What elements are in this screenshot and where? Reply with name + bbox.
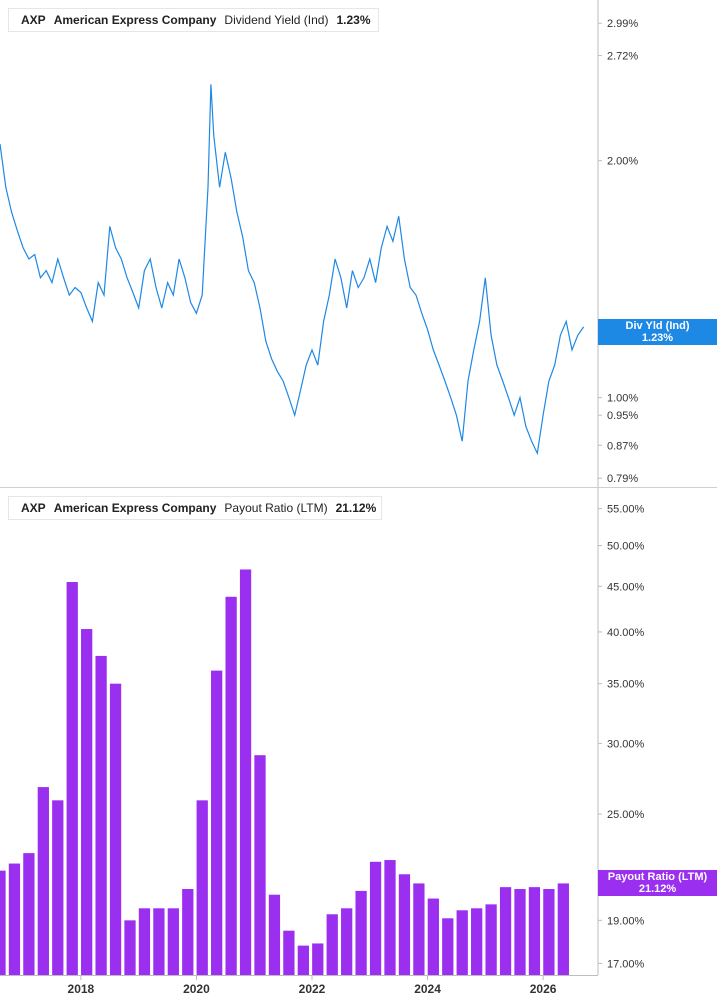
top-y-tick-label: 2.00% bbox=[607, 156, 638, 168]
payout-bar bbox=[485, 904, 497, 975]
bottom-y-tick-label: 30.00% bbox=[607, 738, 645, 750]
payout-bar bbox=[442, 918, 454, 975]
payout-bar bbox=[528, 887, 541, 975]
top-legend-metric: Dividend Yield (Ind) bbox=[224, 13, 329, 27]
payout-bar bbox=[52, 800, 64, 975]
payout-bar bbox=[369, 861, 382, 975]
yield-flag-value: 1.23% bbox=[641, 332, 674, 344]
top-y-tick-label: 0.79% bbox=[607, 473, 638, 485]
payout-bar bbox=[268, 894, 281, 975]
payout-flag-label: Payout Ratio (LTM) bbox=[607, 871, 708, 883]
bottom-legend-company: American Express Company bbox=[53, 501, 217, 515]
payout-bar bbox=[81, 629, 93, 975]
payout-bar bbox=[95, 655, 107, 975]
payout-bar bbox=[153, 908, 165, 975]
payout-bar bbox=[471, 908, 483, 975]
top-legend-company: American Express Company bbox=[53, 13, 217, 27]
payout-bar bbox=[514, 889, 526, 975]
x-tick-label: 2026 bbox=[530, 982, 557, 996]
top-y-tick-label: 0.95% bbox=[607, 410, 638, 422]
payout-bar bbox=[8, 863, 21, 975]
payout-bar bbox=[543, 889, 555, 975]
payout-bar bbox=[312, 943, 324, 975]
payout-bar bbox=[182, 889, 194, 975]
bottom-legend: AXP American Express Company Payout Rati… bbox=[8, 496, 382, 520]
x-tick-label: 2018 bbox=[68, 982, 95, 996]
top-y-axis-ticks: 2.99% 2.72% 2.00% 1.00% 0.95% 0.87% 0.79% bbox=[598, 18, 638, 485]
yield-end-flag: Div Yld (Ind) 1.23% bbox=[598, 319, 717, 345]
payout-bar bbox=[167, 908, 179, 975]
x-tick-label: 2020 bbox=[183, 982, 210, 996]
top-legend: AXP American Express Company Dividend Yi… bbox=[8, 8, 379, 32]
payout-bar bbox=[225, 596, 237, 975]
payout-bar bbox=[124, 920, 136, 975]
payout-bar bbox=[0, 870, 6, 975]
x-tick-label: 2024 bbox=[414, 982, 441, 996]
payout-bar bbox=[398, 874, 411, 975]
x-axis-ticks: 2018 2020 2022 2024 2026 bbox=[68, 975, 557, 996]
payout-bar bbox=[341, 908, 353, 975]
bottom-y-tick-label: 55.00% bbox=[607, 504, 645, 516]
bottom-y-tick-label: 25.00% bbox=[607, 809, 645, 821]
payout-bars bbox=[0, 569, 569, 975]
payout-bar bbox=[456, 910, 468, 975]
top-y-tick-label: 1.00% bbox=[607, 393, 638, 405]
yield-flag-label: Div Yld (Ind) bbox=[625, 320, 690, 332]
payout-bar bbox=[283, 930, 295, 975]
payout-end-flag: Payout Ratio (LTM) 21.12% bbox=[598, 870, 717, 896]
payout-bar bbox=[384, 860, 396, 975]
payout-bar bbox=[297, 945, 309, 975]
top-y-tick-label: 2.72% bbox=[607, 51, 638, 63]
bottom-legend-value: 21.12% bbox=[335, 501, 377, 515]
payout-bar bbox=[66, 582, 78, 975]
top-legend-value: 1.23% bbox=[336, 13, 371, 27]
bottom-y-axis-ticks: 55.00% 50.00% 45.00% 40.00% 35.00% 30.00% 25.0… bbox=[598, 504, 645, 970]
top-y-tick-label: 0.87% bbox=[607, 440, 638, 452]
payout-bar bbox=[427, 898, 439, 975]
payout-bar bbox=[211, 670, 223, 975]
bottom-legend-ticker: AXP bbox=[21, 501, 46, 515]
payout-flag-value: 21.12% bbox=[638, 883, 677, 895]
payout-bar bbox=[239, 569, 252, 975]
payout-bar bbox=[196, 800, 208, 975]
bottom-y-tick-label: 50.00% bbox=[607, 540, 645, 552]
payout-bar bbox=[355, 890, 367, 975]
top-legend-ticker: AXP bbox=[21, 13, 46, 27]
payout-bar bbox=[109, 683, 122, 975]
payout-bar bbox=[326, 914, 338, 975]
bottom-y-tick-label: 35.00% bbox=[607, 679, 645, 691]
payout-bar bbox=[138, 908, 151, 975]
payout-bar bbox=[413, 883, 425, 975]
payout-bar bbox=[37, 787, 49, 975]
payout-bar bbox=[557, 883, 569, 975]
payout-bar bbox=[499, 887, 512, 975]
dividend-yield-line bbox=[0, 84, 585, 456]
bottom-y-tick-label: 40.00% bbox=[607, 627, 645, 639]
bottom-legend-metric: Payout Ratio (LTM) bbox=[224, 501, 328, 515]
payout-bar bbox=[254, 755, 266, 975]
payout-bar bbox=[23, 853, 35, 975]
x-tick-label: 2022 bbox=[299, 982, 326, 996]
bottom-y-tick-label: 19.00% bbox=[607, 915, 645, 927]
bottom-y-tick-label: 45.00% bbox=[607, 581, 645, 593]
bottom-y-tick-label: 17.00% bbox=[607, 958, 645, 970]
top-y-tick-label: 2.99% bbox=[607, 18, 638, 30]
